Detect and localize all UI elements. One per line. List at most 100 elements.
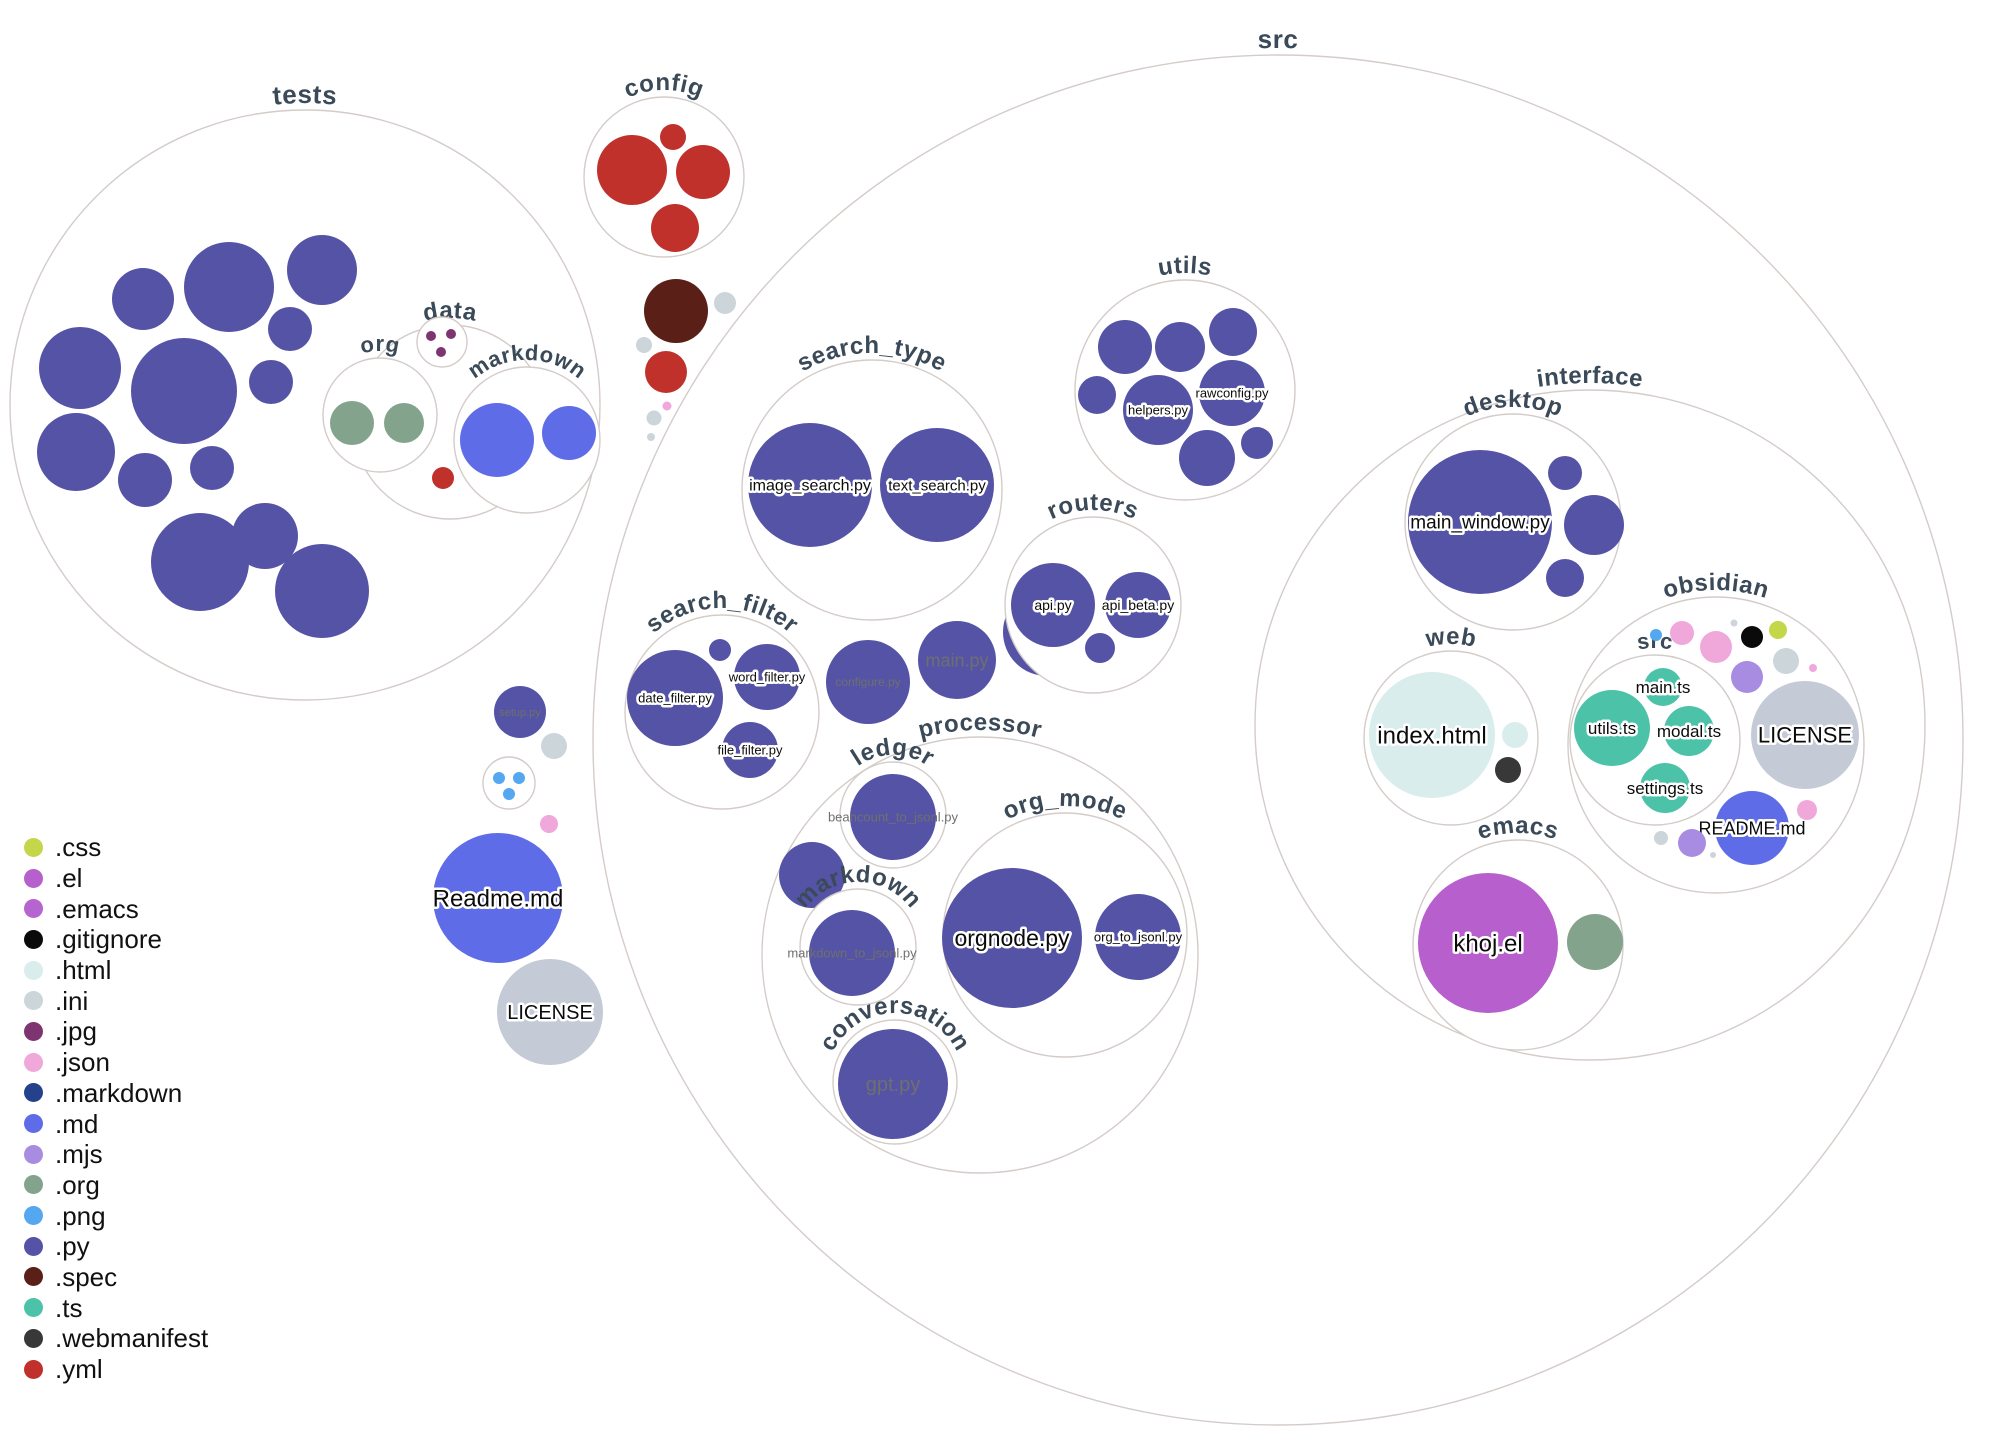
- legend-swatch-png-icon: [24, 1206, 43, 1226]
- file-label-markdown-to-jsonl-py: markdown_to_jsonl.py: [787, 946, 917, 961]
- legend-label-org: .org: [55, 1169, 100, 1200]
- file-circle-file-filter-py: [722, 722, 778, 778]
- file-label-rawconfig-py: rawconfig.py: [1196, 386, 1269, 401]
- dir-label-web: web: [1423, 623, 1479, 653]
- file-circle-ini: [1710, 852, 1716, 858]
- legend-swatch-el-icon: [24, 868, 43, 888]
- file-label-settings-ts: settings.ts: [1627, 779, 1704, 798]
- dir-label-utils: utils: [1156, 252, 1214, 282]
- file-circle-css: [1769, 621, 1787, 639]
- dir-circle-png-folder: [482, 756, 536, 810]
- file-circle-rawconfig-py: [1199, 360, 1265, 426]
- legend-label-html: .html: [55, 955, 112, 986]
- file-circle-json: [1700, 631, 1732, 663]
- file-circle-py: [151, 513, 249, 611]
- dir-label-interface: interface: [1535, 362, 1645, 393]
- legend-label-emacs: .emacs: [55, 893, 139, 924]
- file-circle-py: [1085, 633, 1115, 663]
- legend-item-png: .png: [24, 1200, 208, 1231]
- file-circle-api-py: [1011, 563, 1095, 647]
- legend-label-json: .json: [55, 1047, 110, 1078]
- file-circle-text-search-py: [880, 428, 994, 542]
- file-circle-py: [1179, 430, 1235, 486]
- legend-label-png: .png: [55, 1200, 106, 1231]
- file-circle-word-filter-py: [734, 644, 800, 710]
- file-label-modal-ts: modal.ts: [1657, 722, 1721, 741]
- file-label-readme-md: Readme.md: [433, 885, 564, 912]
- file-circle-py: [1098, 320, 1152, 374]
- legend-item-mjs: .mjs: [24, 1139, 208, 1170]
- legend-label-webmanifest: .webmanifest: [55, 1323, 209, 1354]
- file-circle-license: [497, 959, 603, 1065]
- file-circle-modal-ts: [1664, 706, 1714, 756]
- file-label-helpers-py: helpers.py: [1128, 403, 1188, 418]
- file-circle-py: [779, 842, 845, 908]
- file-circle-py: [232, 503, 298, 569]
- file-circle-py: [37, 413, 115, 491]
- legend-item-el: .el: [24, 863, 208, 894]
- file-label-beancount-to-jsonl-py: beancount_to_jsonl.py: [828, 810, 959, 825]
- file-circle-gitignore: [1741, 626, 1763, 648]
- legend-item-ini: .ini: [24, 985, 208, 1016]
- file-circle-image-search-py: [748, 423, 872, 547]
- legend-swatch-webmanifest-icon: [24, 1328, 43, 1348]
- file-circle-py: [249, 360, 293, 404]
- file-circle-yml: [676, 145, 730, 199]
- file-circle-org-to-jsonl-py: [1095, 894, 1181, 980]
- dir-label-src: src: [1257, 24, 1298, 54]
- file-circle-py: [1155, 322, 1205, 372]
- file-circle-readme-md: [433, 833, 563, 963]
- file-circle-md: [542, 406, 596, 460]
- legend-swatch-ts-icon: [24, 1298, 43, 1318]
- file-label-image-search-py: image_search.py: [749, 478, 871, 495]
- file-circle-yml: [651, 204, 699, 252]
- legend-swatch-yml-icon: [24, 1359, 43, 1379]
- file-circle-beancount-to-jsonl-py: [850, 774, 936, 860]
- file-circle-json: [662, 401, 672, 411]
- file-circle-json: [1809, 664, 1817, 672]
- file-circle-yml: [645, 351, 687, 393]
- file-extension-legend: .css .el .emacs .gitignore .html .ini .jpg .jso…: [24, 832, 208, 1384]
- legend-swatch-spec-icon: [24, 1267, 43, 1287]
- file-label-utils-ts: utils.ts: [1588, 719, 1636, 738]
- file-circle-yml: [660, 124, 686, 150]
- legend-item-org: .org: [24, 1170, 208, 1201]
- file-circle-license: [1751, 681, 1859, 789]
- file-label-gpt-py: gpt.py: [866, 1074, 920, 1096]
- file-label-readme-md: README.md: [1698, 818, 1805, 838]
- file-circle-png: [493, 772, 505, 784]
- file-circle-ini: [1730, 619, 1738, 627]
- legend-item-webmanifest: .webmanifest: [24, 1323, 208, 1354]
- file-circle-spec: [644, 279, 708, 343]
- legend-swatch-md-icon: [24, 1114, 43, 1134]
- file-label-org-to-jsonl-py: org_to_jsonl.py: [1094, 930, 1183, 945]
- legend-item-py: .py: [24, 1231, 208, 1262]
- file-circle-py: [1209, 308, 1257, 356]
- dir-label-tests: tests: [271, 79, 338, 111]
- file-circle-settings-ts: [1640, 763, 1690, 813]
- file-circle-py: [112, 268, 174, 330]
- dir-label-org: org: [358, 331, 402, 358]
- file-label-khoj-el: khoj.el: [1453, 930, 1522, 957]
- legend-swatch-py-icon: [24, 1236, 43, 1256]
- file-circle-index-html: [1369, 672, 1495, 798]
- file-circle-py: [287, 235, 357, 305]
- file-circle-json: [1797, 800, 1817, 820]
- legend-swatch-mjs-icon: [24, 1144, 43, 1164]
- file-circle-org: [384, 403, 424, 443]
- file-circle-png: [503, 788, 515, 800]
- file-circle-py: [1546, 559, 1584, 597]
- file-circle-ini: [541, 733, 567, 759]
- file-circle-html: [1502, 722, 1528, 748]
- file-circle-py: [118, 453, 172, 507]
- file-circle-api-beta-py: [1105, 572, 1171, 638]
- legend-item-md: .md: [24, 1108, 208, 1139]
- file-circle-date-filter-py: [627, 650, 723, 746]
- legend-swatch-gitignore-icon: [24, 929, 43, 949]
- legend-item-gitignore: .gitignore: [24, 924, 208, 955]
- file-circle-ini: [714, 292, 736, 314]
- file-circle-readme-md: [1715, 791, 1789, 865]
- file-label-main-window-py: main_window.py: [1410, 513, 1550, 534]
- legend-swatch-jpg-icon: [24, 1021, 43, 1041]
- file-circle-ini: [647, 433, 655, 441]
